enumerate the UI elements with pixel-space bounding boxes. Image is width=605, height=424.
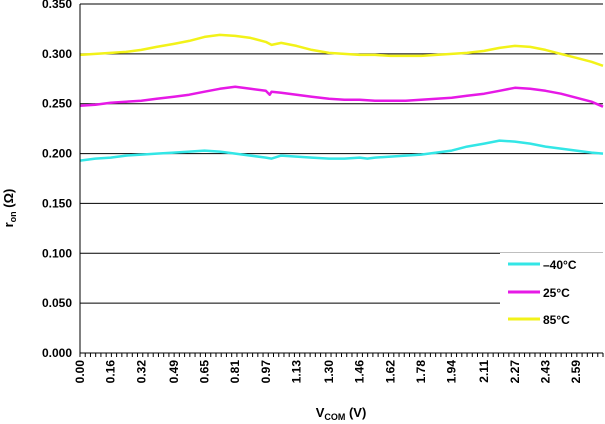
series-line-3 (79, 33, 604, 67)
y-axis-title-sub: on (8, 211, 18, 222)
x-tick-label: 0.32 (134, 360, 148, 384)
series-line-2 (79, 85, 604, 108)
x-tick-label: 0.65 (198, 360, 212, 384)
y-axis-title: ron (Ω) (1, 189, 18, 228)
x-minor-ticks (79, 353, 604, 357)
y-tick-label: 0.350 (42, 0, 72, 11)
y-tick-label: 0.200 (42, 147, 72, 161)
x-tick-label: 1.62 (383, 360, 397, 384)
x-tick-labels: 0.00 0.16 0.32 0.49 0.65 0.81 0.97 1.13 1.30 1.46… (73, 360, 583, 384)
y-axis-title-unit: (Ω) (1, 189, 16, 212)
x-axis-title-unit: (V) (345, 405, 366, 420)
legend-label-2: 25°C (543, 286, 570, 300)
x-tick-label: 0.49 (167, 360, 181, 384)
y-tick-label: 0.150 (42, 196, 72, 210)
x-tick-label: 1.94 (445, 360, 459, 384)
legend: –40°C 25°C 85°C (500, 253, 603, 333)
legend-label-1: –40°C (543, 258, 577, 272)
x-tick-label: 0.81 (228, 360, 242, 384)
x-tick-label: 0.00 (73, 360, 87, 384)
x-tick-label: 1.30 (322, 360, 336, 384)
series-line-1 (79, 139, 604, 162)
y-tick-label: 0.000 (42, 346, 72, 360)
x-tick-label: 1.78 (414, 360, 428, 384)
x-tick-label: 1.46 (353, 360, 367, 384)
y-axis-title-main: r (1, 222, 16, 227)
y-tick-label: 0.250 (42, 97, 72, 111)
x-axis-title-sub: COM (324, 412, 345, 422)
y-tick-label: 0.100 (42, 246, 72, 260)
x-tick-label: 0.16 (104, 360, 118, 384)
x-tick-label: 2.27 (508, 360, 522, 384)
x-tick-label: 0.97 (259, 360, 273, 384)
x-tick-label: 2.11 (477, 360, 491, 383)
legend-label-3: 85°C (543, 313, 570, 327)
x-axis-title: VCOM (V) (316, 405, 367, 422)
x-tick-label: 1.13 (289, 360, 303, 384)
x-tick-label: 2.43 (539, 360, 553, 384)
x-axis-title-main: V (316, 405, 325, 420)
y-tick-label: 0.300 (42, 47, 72, 61)
y-tick-label: 0.050 (42, 296, 72, 310)
y-tick-labels: 0.000 0.050 0.100 0.150 0.200 0.250 0.300 0.350 (42, 0, 72, 360)
x-tick-label: 2.59 (569, 360, 583, 384)
series-lines (79, 33, 604, 162)
